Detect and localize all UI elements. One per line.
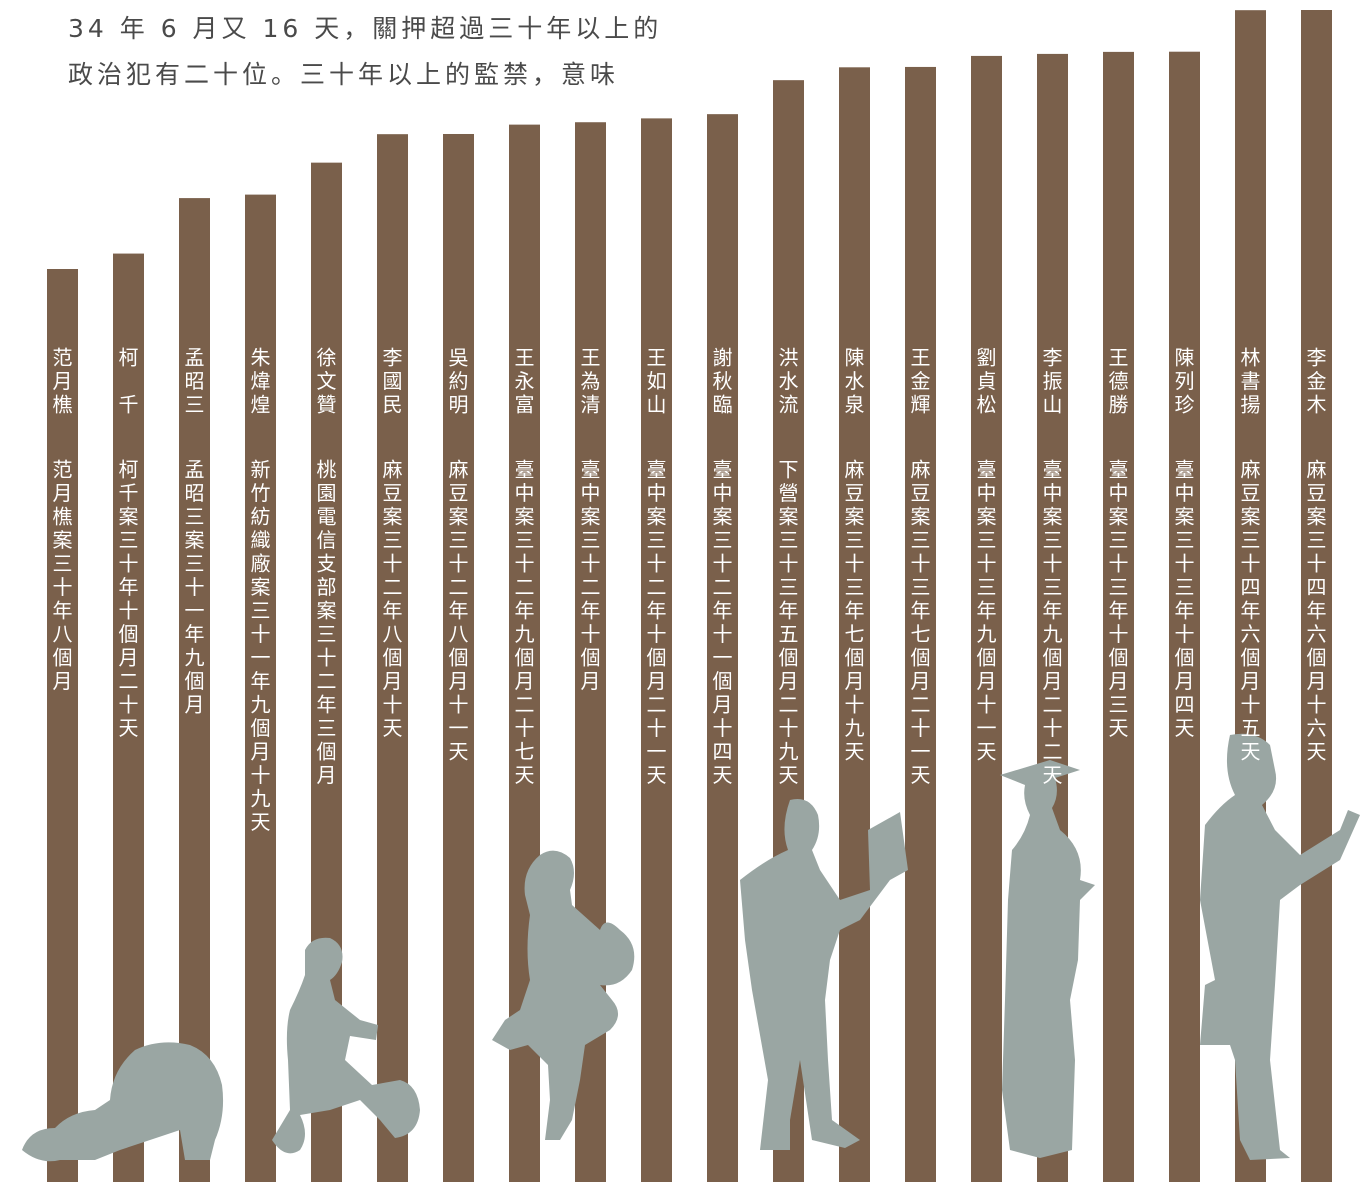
bar-3 — [179, 198, 210, 1182]
bar-10 — [641, 118, 672, 1182]
silhouette-5 — [1000, 760, 1095, 1158]
bar-name-4: 朱煒煌 — [251, 346, 271, 417]
bar-14 — [905, 66, 936, 1182]
bar-name-19: 林書揚 — [1241, 346, 1261, 417]
bar-name-16: 李振山 — [1043, 346, 1063, 417]
intro-line-2: 政治犯有二十位。三十年以上的監禁，意味 — [68, 60, 620, 89]
bar-duration-4: 新竹紡織廠案三十一年九個月十九天 — [251, 458, 271, 835]
bar-duration-20: 麻豆案三十四年六個月十六天 — [1307, 458, 1327, 764]
bar-duration-10: 臺中案三十二年十個月二十一天 — [647, 458, 667, 788]
bar-duration-2: 柯千案三十年十個月二十天 — [119, 458, 139, 741]
bar-duration-15: 臺中案三十三年九個月十一天 — [977, 458, 997, 764]
silhouette-3 — [492, 850, 635, 1140]
bar-name-20: 李金木 — [1307, 346, 1327, 417]
bar-duration-3: 孟昭三案三十一年九個月 — [185, 458, 205, 717]
bar-name-3: 孟昭三 — [185, 346, 205, 417]
bar-duration-18: 臺中案三十三年十個月四天 — [1175, 458, 1195, 741]
bar-name-7: 吳約明 — [449, 346, 469, 417]
bar-name-5: 徐文贊 — [317, 346, 337, 417]
bar-name-18: 陳列珍 — [1175, 346, 1195, 417]
bar-20 — [1301, 10, 1332, 1182]
bar-name-15: 劉貞松 — [977, 346, 997, 417]
bar-17 — [1103, 51, 1134, 1182]
bar-11 — [707, 114, 738, 1182]
bar-duration-8: 臺中案三十二年九個月二十七天 — [515, 458, 535, 788]
bar-6 — [377, 134, 408, 1182]
bar-duration-16: 臺中案三十三年九個月二十二天 — [1043, 458, 1063, 788]
bar-2 — [113, 253, 144, 1182]
bar-duration-7: 麻豆案三十二年八個月十一天 — [449, 458, 469, 764]
silhouette-2 — [272, 937, 420, 1154]
bar-1 — [47, 269, 78, 1182]
bar-name-9: 王為清 — [581, 346, 601, 417]
bar-duration-5: 桃園電信支部案三十二年三個月 — [317, 458, 337, 788]
bar-15 — [971, 55, 1002, 1182]
bar-name-11: 謝秋臨 — [713, 346, 733, 417]
bar-13 — [839, 67, 870, 1182]
bar-duration-1: 范月樵案三十年八個月 — [53, 458, 73, 694]
intro-text: 34 年 6 月又 16 天，關押超過三十年以上的 政治犯有二十位。三十年以上的… — [68, 6, 668, 98]
bar-18 — [1169, 51, 1200, 1182]
bar-duration-12: 下營案三十三年五個月二十九天 — [779, 458, 799, 788]
bars-group — [47, 10, 1332, 1182]
bar-name-12: 洪水流 — [779, 346, 799, 417]
bar-name-13: 陳水泉 — [845, 346, 865, 417]
bar-duration-9: 臺中案三十二年十個月 — [581, 458, 601, 694]
bar-name-14: 王金輝 — [911, 346, 931, 417]
bar-name-6: 李國民 — [383, 346, 403, 417]
bar-name-10: 王如山 — [647, 346, 667, 417]
silhouettes-group — [22, 733, 1360, 1162]
bar-name-17: 王德勝 — [1109, 346, 1129, 417]
silhouette-6 — [1200, 733, 1360, 1160]
bar-duration-14: 麻豆案三十三年七個月二十一天 — [911, 458, 931, 788]
bar-name-2: 柯 千 — [119, 346, 139, 417]
bar-duration-19: 麻豆案三十四年六個月十五天 — [1241, 458, 1261, 764]
bar-4 — [245, 194, 276, 1182]
silhouette-1 — [22, 1042, 224, 1162]
bar-name-8: 王永富 — [515, 346, 535, 417]
bar-duration-13: 麻豆案三十三年七個月十九天 — [845, 458, 865, 764]
bar-duration-11: 臺中案三十二年十一個月十四天 — [713, 458, 733, 788]
intro-line-1: 34 年 6 月又 16 天，關押超過三十年以上的 — [68, 14, 663, 43]
silhouette-4 — [740, 799, 908, 1150]
bar-duration-6: 麻豆案三十二年八個月十天 — [383, 458, 403, 741]
bar-7 — [443, 133, 474, 1182]
bar-name-1: 范月樵 — [53, 346, 73, 417]
bar-duration-17: 臺中案三十三年十個月三天 — [1109, 458, 1129, 741]
